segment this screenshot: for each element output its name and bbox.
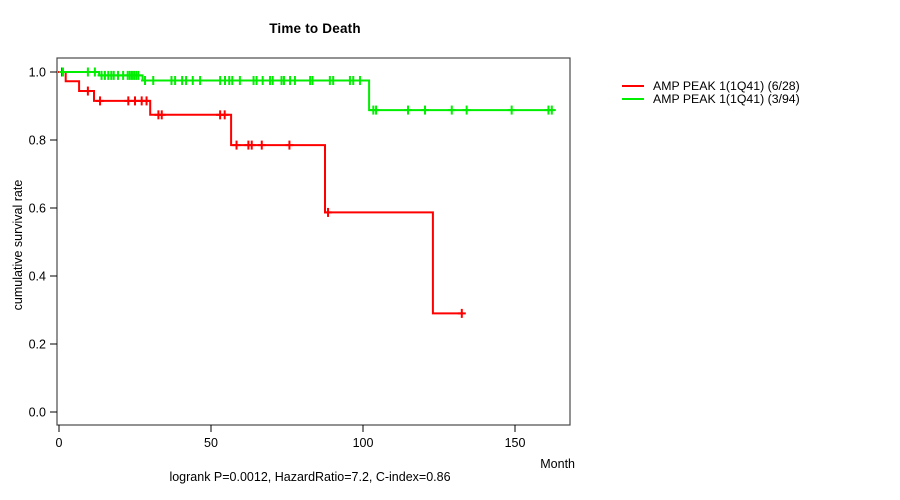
x-axis-unit-label: Month — [540, 457, 575, 471]
x-tick-label: 0 — [56, 436, 63, 450]
green-line-swatch — [622, 98, 644, 101]
stats-annotation: logrank P=0.0012, HazardRatio=7.2, C-ind… — [169, 470, 451, 484]
legend: AMP PEAK 1(1Q41) (6/28) AMP PEAK 1(1Q41)… — [622, 79, 800, 106]
legend-label: AMP PEAK 1(1Q41) (3/94) — [653, 92, 800, 107]
x-tick-label: 100 — [353, 436, 374, 450]
x-tick-label: 50 — [204, 436, 218, 450]
y-tick-label: 0.8 — [29, 134, 46, 148]
y-tick-label: 0.6 — [29, 202, 46, 216]
y-tick-label: 1.0 — [29, 66, 46, 80]
x-tick-label: 150 — [505, 436, 526, 450]
red-line-swatch — [622, 84, 644, 87]
y-tick-label: 0.2 — [29, 338, 46, 352]
legend-item: AMP PEAK 1(1Q41) (6/28) — [622, 79, 800, 93]
legend-label: AMP PEAK 1(1Q41) (6/28) — [653, 78, 800, 93]
plot-box — [56, 57, 571, 426]
legend-item: AMP PEAK 1(1Q41) (3/94) — [622, 92, 800, 107]
survival-curve-2 — [59, 71, 554, 112]
chart-title: Time to Death — [269, 21, 361, 36]
y-tick-label: 0.0 — [29, 406, 46, 420]
y-tick-label: 0.4 — [29, 270, 46, 284]
survival-curve-1 — [59, 71, 464, 315]
y-axis-label: cumulative survival rate — [11, 179, 25, 311]
